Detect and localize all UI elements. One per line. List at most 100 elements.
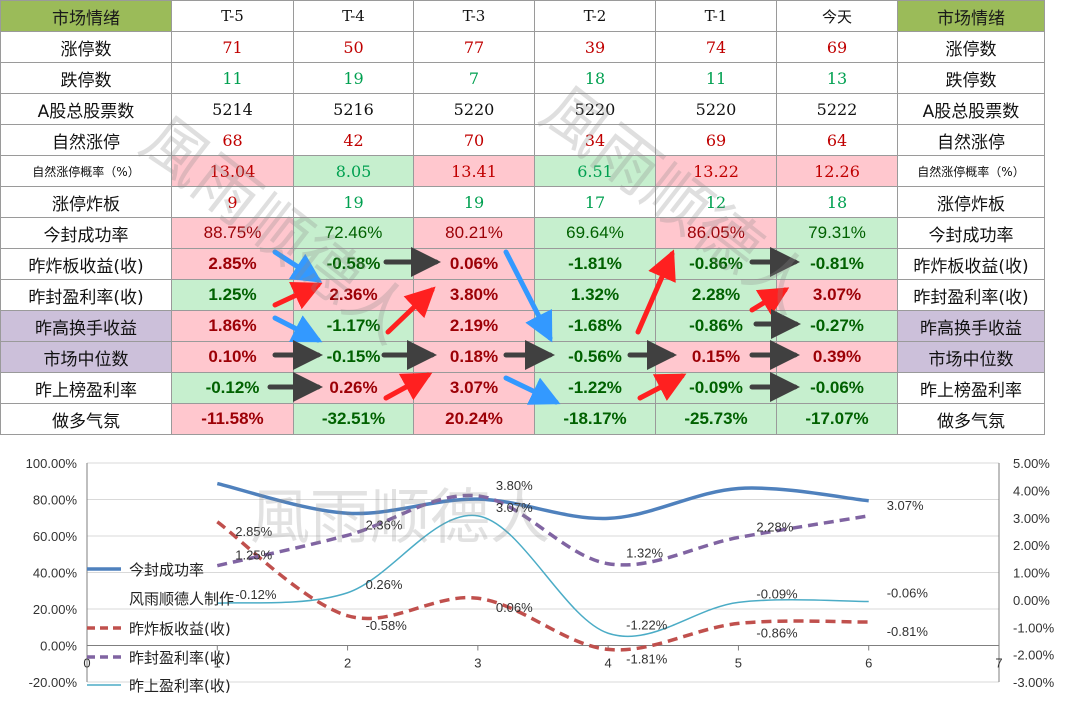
data-cell: 5216 xyxy=(293,93,414,125)
x-tick: 2 xyxy=(344,656,351,671)
y-tick-right: -3.00% xyxy=(1013,675,1055,690)
data-cell: 34 xyxy=(534,124,656,156)
data-cell: 64 xyxy=(776,124,898,156)
data-cell: -0.58% xyxy=(293,248,414,280)
row-label: 做多气氛 xyxy=(0,403,172,435)
x-tick: 7 xyxy=(995,656,1002,671)
row-label: 涨停数 xyxy=(0,31,172,63)
row-label-right: 市场中位数 xyxy=(897,341,1045,373)
table-row: 跌停数 11 19 7 18 11 13 跌停数 xyxy=(0,62,1045,94)
y-tick-left: 80.00% xyxy=(33,493,78,508)
data-cell: 19 xyxy=(293,186,414,218)
legend-label: 今封成功率 xyxy=(129,561,204,579)
row-label-right: 昨炸板收益(收) xyxy=(897,248,1045,280)
data-label: -0.12% xyxy=(235,587,277,602)
row-label-right: 自然涨停 xyxy=(897,124,1045,156)
data-label: 1.32% xyxy=(626,546,663,561)
data-cell: 2.85% xyxy=(171,248,294,280)
x-tick: 4 xyxy=(605,656,612,671)
table-row: 做多气氛 -11.58% -32.51% 20.24% -18.17% -25.73% -1… xyxy=(0,403,1045,435)
data-cell: 80.21% xyxy=(413,217,535,249)
data-cell: 17 xyxy=(534,186,656,218)
data-cell: 5214 xyxy=(171,93,294,125)
row-label-right: 跌停数 xyxy=(897,62,1045,94)
data-cell: -11.58% xyxy=(171,403,294,435)
data-cell: 19 xyxy=(293,62,414,94)
data-cell: 9 xyxy=(171,186,294,218)
column-header: 今天 xyxy=(776,0,898,32)
data-label: -1.22% xyxy=(626,617,668,632)
data-cell: 1.25% xyxy=(171,279,294,311)
data-cell: -25.73% xyxy=(655,403,777,435)
header-row: 市场情绪 T-5 T-4 T-3 T-2 T-1 今天 市场情绪 xyxy=(0,0,1045,32)
data-label: 0.06% xyxy=(496,600,533,615)
table-row: 今封成功率 88.75% 72.46% 80.21% 69.64% 86.05% 79.31… xyxy=(0,217,1045,249)
legend-label: 昨炸板收益(收) xyxy=(129,620,231,638)
row-label: 昨封盈利率(收) xyxy=(0,279,172,311)
y-tick-left: 20.00% xyxy=(33,602,78,617)
row-label-right: 今封成功率 xyxy=(897,217,1045,249)
series-line xyxy=(216,493,870,568)
data-label: 2.85% xyxy=(235,524,272,539)
data-cell: -1.81% xyxy=(534,248,656,280)
data-cell: -0.09% xyxy=(655,372,777,404)
data-cell: 1.32% xyxy=(534,279,656,311)
data-cell: 5220 xyxy=(413,93,535,125)
data-cell: 3.07% xyxy=(776,279,898,311)
row-label-right: 昨封盈利率(收) xyxy=(897,279,1045,311)
y-tick-right: -2.00% xyxy=(1013,648,1055,663)
data-label: 3.80% xyxy=(496,478,533,493)
y-tick-right: 3.00% xyxy=(1013,511,1050,526)
data-cell: 86.05% xyxy=(655,217,777,249)
y-tick-left: 40.00% xyxy=(33,566,78,581)
data-cell: 20.24% xyxy=(413,403,535,435)
data-cell: -0.86% xyxy=(655,248,777,280)
data-label: -0.09% xyxy=(756,586,798,601)
data-cell: 11 xyxy=(655,62,777,94)
table-row: 自然涨停 68 42 70 34 69 64 自然涨停 xyxy=(0,124,1045,156)
column-header: T-1 xyxy=(655,0,777,32)
table-row: 昨高换手收益 1.86% -1.17% 2.19% -1.68% -0.86% -0.27%… xyxy=(0,310,1045,342)
data-cell: 70 xyxy=(413,124,535,156)
data-cell: 5220 xyxy=(655,93,777,125)
series-line xyxy=(216,481,869,521)
column-header: T-3 xyxy=(413,0,535,32)
market-sentiment-table: 市场情绪 T-5 T-4 T-3 T-2 T-1 今天 市场情绪 涨停数 71 50 77 39 74 69… xyxy=(0,0,1045,435)
data-cell: -1.22% xyxy=(534,372,656,404)
row-label: 今封成功率 xyxy=(0,217,172,249)
data-cell: 0.06% xyxy=(413,248,535,280)
data-cell: 13.04 xyxy=(171,155,294,187)
x-tick: 3 xyxy=(474,656,481,671)
data-cell: 42 xyxy=(293,124,414,156)
table-row: 市场中位数 0.10% -0.15% 0.18% -0.56% 0.15% 0.39% 市场中… xyxy=(0,341,1045,373)
data-label: -1.81% xyxy=(626,651,668,666)
row-label: 跌停数 xyxy=(0,62,172,94)
data-cell: 77 xyxy=(413,31,535,63)
x-tick: 5 xyxy=(735,656,742,671)
data-label: -0.58% xyxy=(366,618,408,633)
data-cell: 0.18% xyxy=(413,341,535,373)
data-cell: 71 xyxy=(171,31,294,63)
data-cell: 88.75% xyxy=(171,217,294,249)
row-label: 昨炸板收益(收) xyxy=(0,248,172,280)
data-cell: 74 xyxy=(655,31,777,63)
table-row: 涨停炸板 9 19 19 17 12 18 涨停炸板 xyxy=(0,186,1045,218)
data-label: 2.36% xyxy=(366,517,403,532)
data-cell: 13 xyxy=(776,62,898,94)
data-cell: 19 xyxy=(413,186,535,218)
chart-watermark: 風雨顺德人 xyxy=(250,483,550,553)
x-tick: 0 xyxy=(83,656,90,671)
row-label: 昨高换手收益 xyxy=(0,310,172,342)
row-label-right: 涨停炸板 xyxy=(897,186,1045,218)
column-header: 市场情绪 xyxy=(897,0,1045,32)
y-tick-right: 0.00% xyxy=(1013,593,1050,608)
data-cell: 11 xyxy=(171,62,294,94)
data-cell: -0.56% xyxy=(534,341,656,373)
data-cell: 2.28% xyxy=(655,279,777,311)
data-label: 3.07% xyxy=(496,500,533,515)
y-tick-right: 1.00% xyxy=(1013,566,1050,581)
data-cell: 2.19% xyxy=(413,310,535,342)
x-tick: 1 xyxy=(214,656,221,671)
data-cell: 18 xyxy=(534,62,656,94)
data-cell: 12 xyxy=(655,186,777,218)
